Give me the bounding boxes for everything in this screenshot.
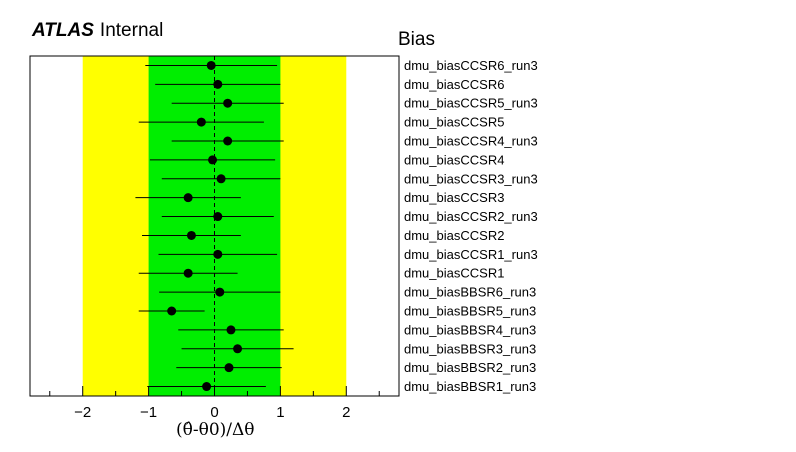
x-tick-label: −2: [74, 404, 91, 421]
parameter-label: dmu_biasBBSR6_run3: [404, 285, 536, 300]
parameter-label: dmu_biasCCSR4_run3: [404, 134, 538, 149]
data-point: [216, 174, 226, 184]
x-axis-label: (θ̂-θ0)/Δθ: [176, 420, 255, 440]
parameter-label: dmu_biasCCSR3_run3: [404, 171, 538, 186]
x-tick-label: 2: [342, 404, 350, 421]
data-point: [215, 287, 225, 297]
parameter-label: dmu_biasBBSR3_run3: [404, 341, 536, 356]
atlas-brand: ATLAS: [32, 20, 94, 41]
data-point: [183, 268, 193, 278]
panel-title: Bias: [398, 29, 435, 50]
data-point: [223, 98, 233, 108]
parameter-label: dmu_biasCCSR1: [404, 266, 504, 281]
data-point: [213, 79, 223, 89]
parameter-label: dmu_biasCCSR6_run3: [404, 58, 538, 73]
atlas-status: Internal: [99, 20, 164, 41]
parameter-label: dmu_biasBBSR2_run3: [404, 360, 536, 375]
data-points: [135, 60, 294, 392]
x-tick-label: 1: [276, 404, 284, 421]
parameter-label: dmu_biasBBSR5_run3: [404, 304, 536, 319]
x-axis: −2 −1 0 1 2: [49, 386, 380, 421]
parameter-label: dmu_biasCCSR6: [404, 77, 504, 92]
data-point: [213, 249, 223, 259]
data-point: [224, 363, 234, 373]
parameter-label: dmu_biasCCSR4: [404, 152, 504, 167]
parameter-label: dmu_biasCCSR3: [404, 190, 504, 205]
data-point: [226, 325, 236, 335]
data-point: [233, 344, 243, 354]
x-tick-label: 0: [210, 404, 218, 421]
data-point: [223, 136, 233, 146]
x-tick-label: −1: [140, 404, 157, 421]
atlas-label: ATLAS Internal: [32, 20, 163, 42]
parameter-label: dmu_biasBBSR1_run3: [404, 379, 536, 394]
data-point: [213, 212, 223, 222]
data-point: [167, 306, 177, 316]
parameter-labels: dmu_biasCCSR6_run3 dmu_biasCCSR6 dmu_biasC…: [404, 58, 538, 394]
parameter-label: dmu_biasCCSR5: [404, 115, 504, 130]
data-point: [186, 230, 196, 240]
parameter-label: dmu_biasBBSR4_run3: [404, 322, 536, 337]
data-point: [202, 382, 212, 392]
data-point: [208, 155, 218, 165]
parameter-label: dmu_biasCCSR1_run3: [404, 247, 538, 262]
data-point: [206, 60, 216, 70]
parameter-label: dmu_biasCCSR2_run3: [404, 209, 538, 224]
data-point: [196, 117, 206, 127]
parameter-label: dmu_biasCCSR2: [404, 228, 504, 243]
parameter-label: dmu_biasCCSR5_run3: [404, 96, 538, 111]
data-point: [183, 193, 193, 203]
